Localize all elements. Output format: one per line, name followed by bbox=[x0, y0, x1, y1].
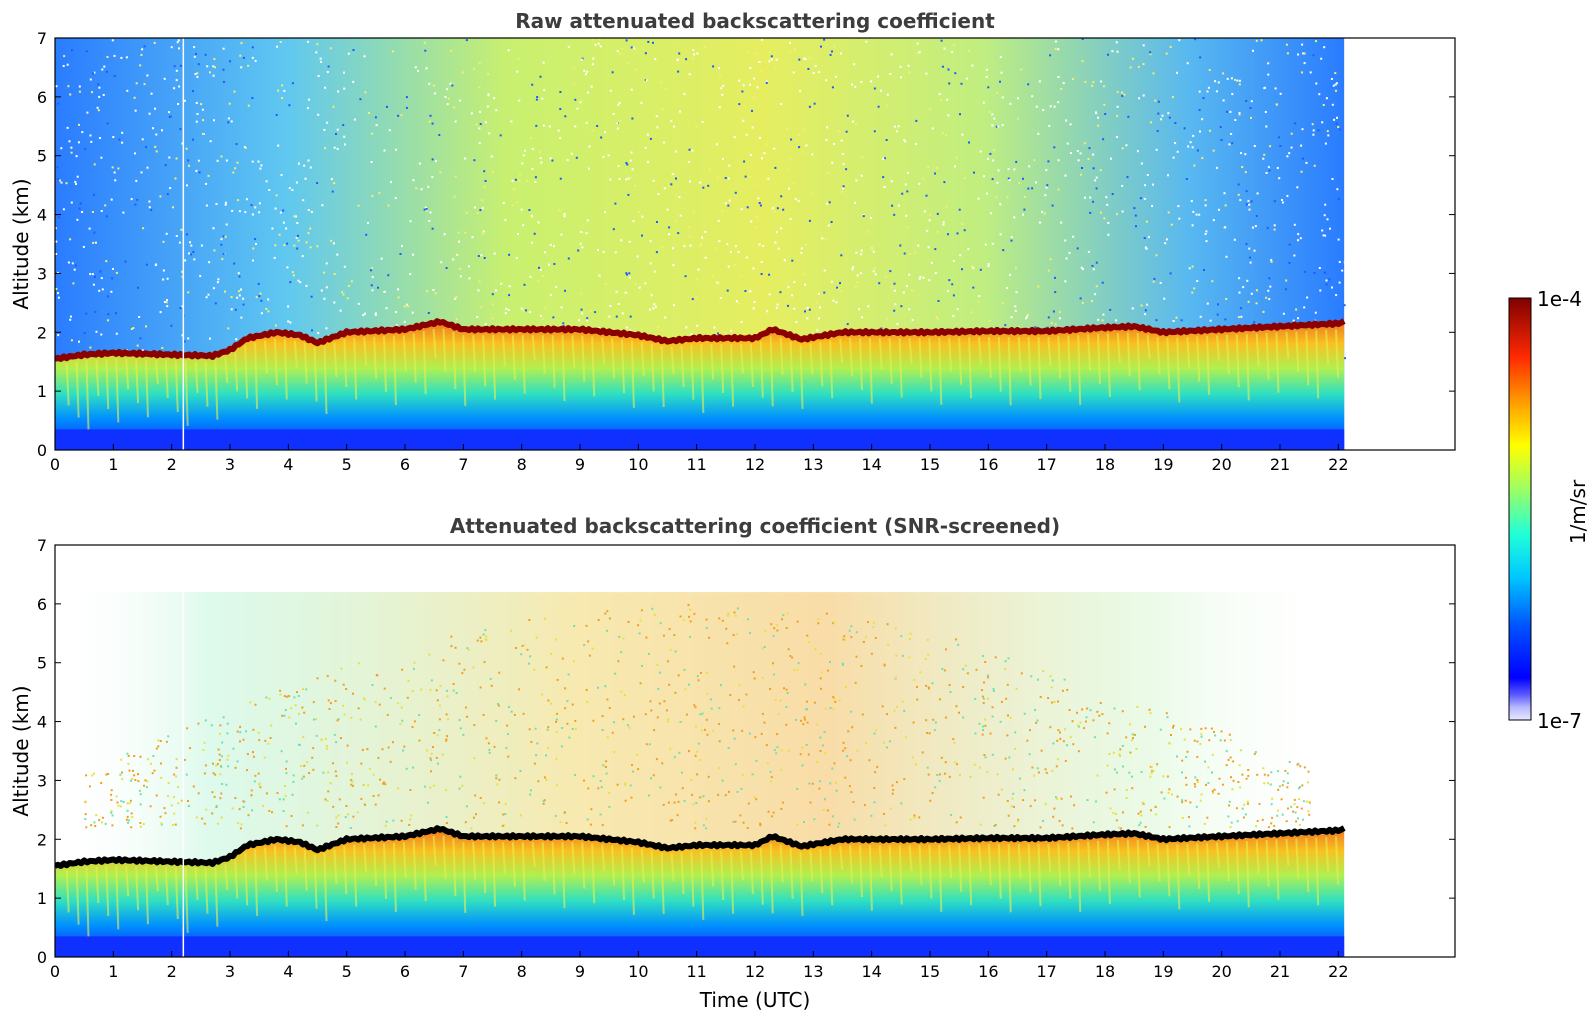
near-ground-layer bbox=[55, 429, 1345, 450]
x-tick-label: 10 bbox=[628, 962, 648, 981]
x-tick-label: 17 bbox=[1036, 455, 1056, 474]
y-tick-label: 3 bbox=[37, 264, 47, 283]
panel-raw-plot bbox=[55, 38, 1346, 450]
x-tick-label: 21 bbox=[1270, 962, 1290, 981]
x-tick-label: 9 bbox=[575, 962, 585, 981]
colorbar-gradient bbox=[1508, 297, 1532, 721]
cloud-base-layer bbox=[55, 825, 1346, 869]
y-tick-label: 0 bbox=[37, 441, 47, 460]
panel-screened: Attenuated backscattering coefficient (S… bbox=[9, 514, 1456, 1012]
x-tick-label: 2 bbox=[167, 455, 177, 474]
x-tick-label: 4 bbox=[283, 455, 293, 474]
x-tick-label: 14 bbox=[861, 962, 881, 981]
y-tick-label: 2 bbox=[37, 830, 47, 849]
y-tick-label: 6 bbox=[37, 595, 47, 614]
near-ground-layer bbox=[55, 936, 1345, 957]
panel-raw-x-ticks: 0 1 2 3 4 5 6 7 8 9 10 11 12 13 14 15 16 17 18 19 20 21 22 bbox=[50, 444, 1349, 474]
x-tick-label: 2 bbox=[167, 962, 177, 981]
x-tick-label: 16 bbox=[978, 962, 998, 981]
panel-raw-y-label: Altitude (km) bbox=[9, 178, 33, 309]
x-tick-label: 6 bbox=[400, 455, 410, 474]
colorbar-max-label: 1e-4 bbox=[1537, 287, 1582, 311]
panel-screened-plot bbox=[55, 545, 1346, 957]
x-tick-label: 7 bbox=[458, 962, 468, 981]
x-tick-label: 5 bbox=[342, 455, 352, 474]
x-tick-label: 20 bbox=[1211, 455, 1231, 474]
y-tick-label: 4 bbox=[37, 713, 47, 732]
panel-raw-y-ticks: 0 1 2 3 4 5 6 7 bbox=[37, 29, 1455, 460]
screened-noise-speckle bbox=[84, 604, 1311, 830]
y-tick-label: 5 bbox=[37, 147, 47, 166]
x-tick-label: 18 bbox=[1095, 962, 1115, 981]
y-tick-label: 3 bbox=[37, 771, 47, 790]
y-tick-label: 6 bbox=[37, 88, 47, 107]
x-tick-label: 10 bbox=[628, 455, 648, 474]
x-tick-label: 8 bbox=[517, 962, 527, 981]
x-tick-label: 4 bbox=[283, 962, 293, 981]
x-tick-label: 1 bbox=[108, 455, 118, 474]
panel-raw-title: Raw attenuated backscattering coefficien… bbox=[515, 9, 995, 33]
y-tick-label: 7 bbox=[37, 536, 47, 555]
aerosol-streaks bbox=[65, 835, 1339, 938]
x-tick-label: 5 bbox=[342, 962, 352, 981]
colorbar-min-label: 1e-7 bbox=[1537, 709, 1582, 733]
x-tick-label: 14 bbox=[861, 455, 881, 474]
x-tick-label: 16 bbox=[978, 455, 998, 474]
x-tick-label: 15 bbox=[920, 962, 940, 981]
x-tick-label: 12 bbox=[745, 455, 765, 474]
x-tick-label: 12 bbox=[745, 962, 765, 981]
y-tick-label: 0 bbox=[37, 948, 47, 967]
y-tick-label: 4 bbox=[37, 206, 47, 225]
x-tick-label: 3 bbox=[225, 962, 235, 981]
boundary-layer-aerosol bbox=[55, 831, 1345, 957]
x-tick-label: 19 bbox=[1153, 962, 1173, 981]
cloud-base-layer bbox=[55, 318, 1346, 362]
y-tick-label: 5 bbox=[37, 654, 47, 673]
y-tick-label: 2 bbox=[37, 323, 47, 342]
y-tick-label: 1 bbox=[37, 889, 47, 908]
x-tick-label: 9 bbox=[575, 455, 585, 474]
x-tick-label: 3 bbox=[225, 455, 235, 474]
x-tick-label: 0 bbox=[50, 455, 60, 474]
x-tick-label: 22 bbox=[1328, 962, 1348, 981]
panel-screened-x-label: Time (UTC) bbox=[699, 988, 811, 1012]
aerosol-streaks bbox=[65, 328, 1339, 431]
panel-screened-x-ticks: 0 1 2 3 4 5 6 7 8 9 10 11 12 13 14 15 16 17 18 19 20 21 22 bbox=[50, 951, 1349, 981]
boundary-layer-aerosol bbox=[55, 324, 1345, 450]
x-tick-label: 17 bbox=[1036, 962, 1056, 981]
y-tick-label: 1 bbox=[37, 382, 47, 401]
x-tick-label: 11 bbox=[686, 962, 706, 981]
panel-screened-title: Attenuated backscattering coefficient (S… bbox=[450, 514, 1060, 538]
x-tick-label: 19 bbox=[1153, 455, 1173, 474]
panel-raw: Raw attenuated backscattering coefficien… bbox=[9, 9, 1456, 474]
x-tick-label: 1 bbox=[108, 962, 118, 981]
x-tick-label: 0 bbox=[50, 962, 60, 981]
x-tick-label: 22 bbox=[1328, 455, 1348, 474]
panel-screened-y-ticks: 0 1 2 3 4 5 6 7 bbox=[37, 536, 1455, 967]
x-tick-label: 18 bbox=[1095, 455, 1115, 474]
y-tick-label: 7 bbox=[37, 29, 47, 48]
x-tick-label: 15 bbox=[920, 455, 940, 474]
x-tick-label: 8 bbox=[517, 455, 527, 474]
x-tick-label: 11 bbox=[686, 455, 706, 474]
panel-screened-y-label: Altitude (km) bbox=[9, 685, 33, 816]
colorbar: 1e-4 1e-7 1/m/sr bbox=[1508, 287, 1590, 733]
x-tick-label: 13 bbox=[803, 962, 823, 981]
x-tick-label: 21 bbox=[1270, 455, 1290, 474]
x-tick-label: 6 bbox=[400, 962, 410, 981]
colorbar-unit-label: 1/m/sr bbox=[1566, 479, 1590, 544]
x-tick-label: 20 bbox=[1211, 962, 1231, 981]
x-tick-label: 13 bbox=[803, 455, 823, 474]
x-tick-label: 7 bbox=[458, 455, 468, 474]
